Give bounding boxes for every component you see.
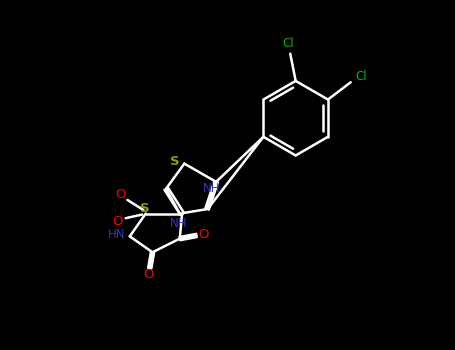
Text: O: O [144,268,154,281]
Text: Cl: Cl [282,37,294,50]
Text: NH: NH [170,217,187,230]
Text: O: O [198,228,209,240]
Text: Cl: Cl [355,70,366,83]
Text: S: S [140,202,150,215]
Text: HN: HN [108,228,126,240]
Text: O: O [116,188,126,201]
Text: NH: NH [203,182,220,195]
Text: S: S [170,155,179,168]
Text: O: O [112,215,123,228]
